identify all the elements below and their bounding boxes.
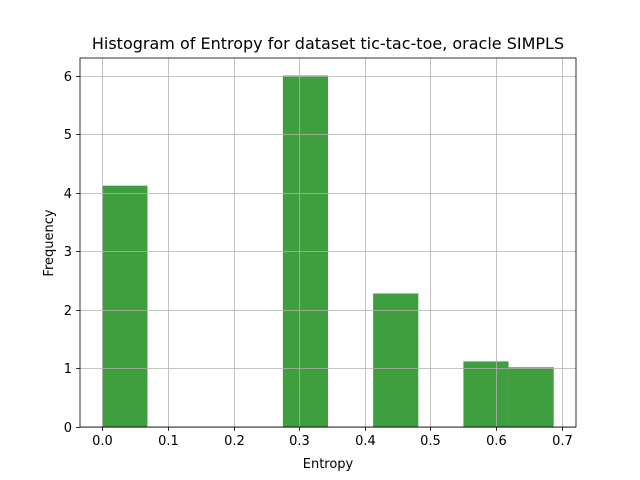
- y-tick-label-3: 3: [64, 245, 72, 260]
- y-tick-label-5: 5: [64, 128, 72, 143]
- x-tick-label-2: 0.2: [224, 434, 245, 449]
- x-tick-label-7: 0.7: [552, 434, 573, 449]
- histogram-bar-0: [102, 185, 148, 427]
- histogram-bar-8: [463, 361, 509, 427]
- histogram-bar-9: [508, 367, 554, 427]
- axes-frame: [79, 57, 577, 428]
- x-tick-label-1: 0.1: [158, 434, 179, 449]
- y-axis-title: Frequency: [42, 209, 57, 276]
- x-axis-title: Entropy: [303, 457, 354, 472]
- x-tick-label-4: 0.4: [355, 434, 376, 449]
- histogram-bar-6: [373, 293, 419, 427]
- x-tick-label-3: 0.3: [289, 434, 310, 449]
- y-tick-label-2: 2: [64, 304, 72, 319]
- x-tick-label-0: 0.0: [92, 434, 113, 449]
- y-tick-label-4: 4: [64, 187, 72, 202]
- plot-area: 0.0 0.1 0.2 0.3 0.4 0.5 0.6 0.7 0 1 2 3 4 5 6: [64, 57, 577, 449]
- chart-title: Histogram of Entropy for dataset tic-tac…: [92, 34, 564, 53]
- x-tick-label-5: 0.5: [420, 434, 441, 449]
- y-tick-label-1: 1: [64, 362, 72, 377]
- x-tick-label-6: 0.6: [486, 434, 507, 449]
- y-tick-label-6: 6: [64, 70, 72, 85]
- y-tick-label-0: 0: [64, 421, 72, 436]
